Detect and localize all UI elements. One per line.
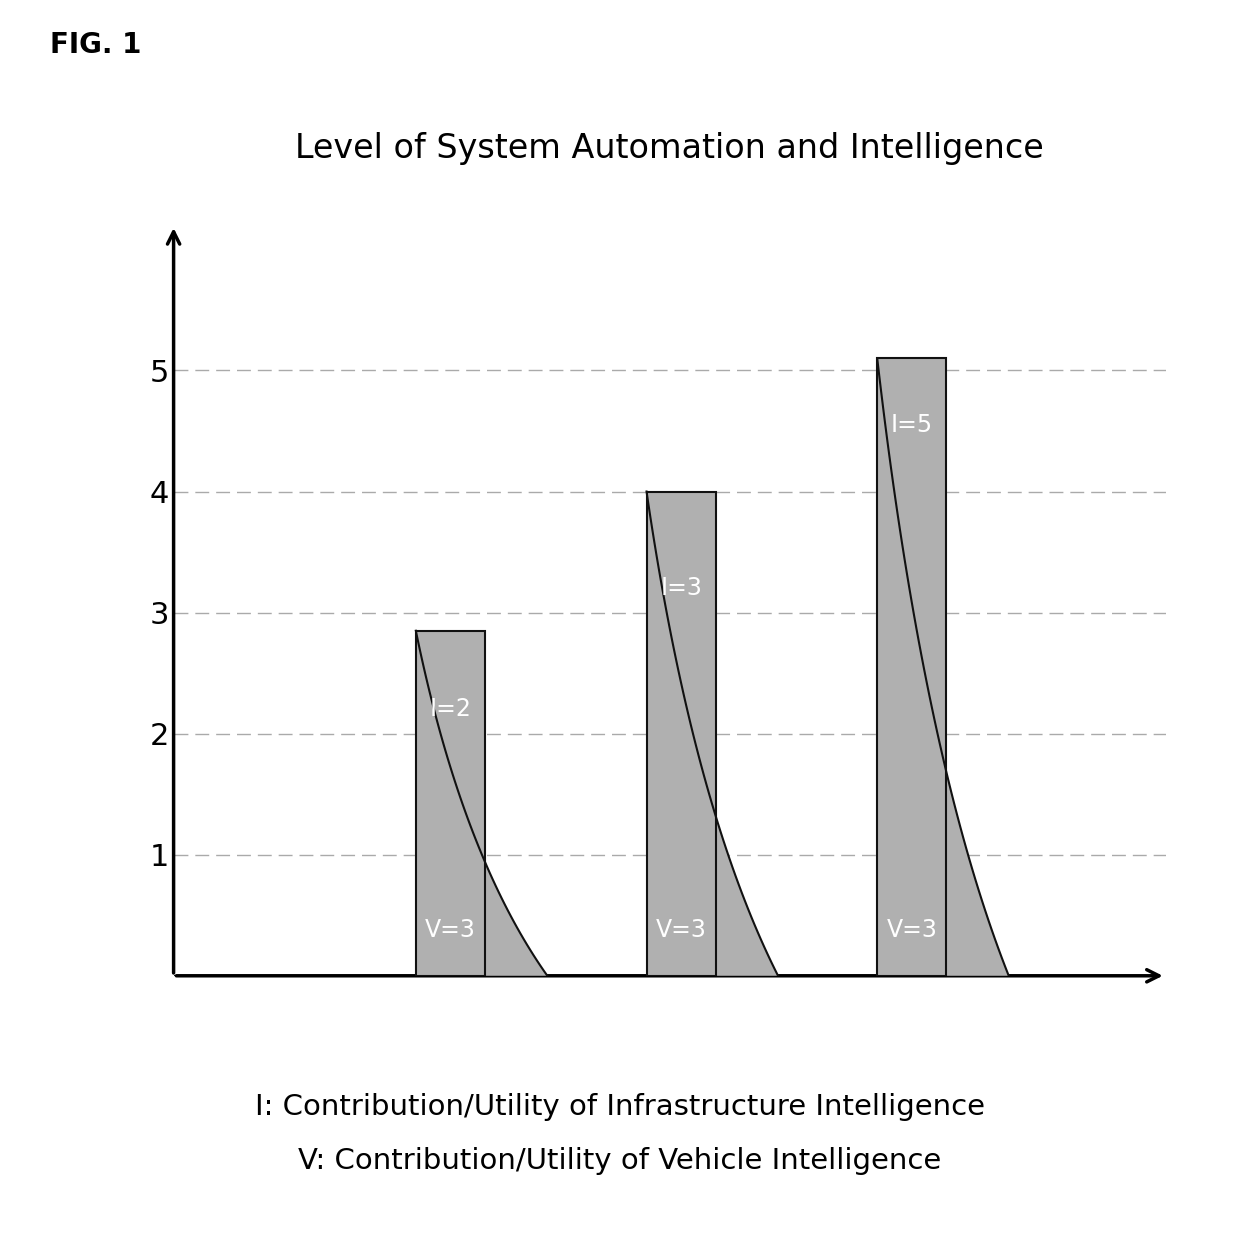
Text: V=3: V=3: [887, 918, 937, 942]
Polygon shape: [877, 358, 946, 976]
Text: V=3: V=3: [425, 918, 476, 942]
Text: FIG. 1: FIG. 1: [50, 31, 141, 59]
Text: I=2: I=2: [429, 698, 471, 722]
Polygon shape: [646, 492, 777, 976]
Text: I: Contribution/Utility of Infrastructure Intelligence: I: Contribution/Utility of Infrastructur…: [255, 1093, 985, 1121]
Text: V: Contribution/Utility of Vehicle Intelligence: V: Contribution/Utility of Vehicle Intel…: [299, 1147, 941, 1175]
Polygon shape: [415, 631, 485, 976]
Text: Level of System Automation and Intelligence: Level of System Automation and Intellige…: [295, 133, 1044, 165]
Polygon shape: [415, 631, 547, 976]
Text: I=3: I=3: [660, 577, 702, 600]
Text: I=5: I=5: [890, 413, 932, 437]
Polygon shape: [877, 358, 1008, 976]
Polygon shape: [646, 492, 715, 976]
Text: V=3: V=3: [656, 918, 707, 942]
